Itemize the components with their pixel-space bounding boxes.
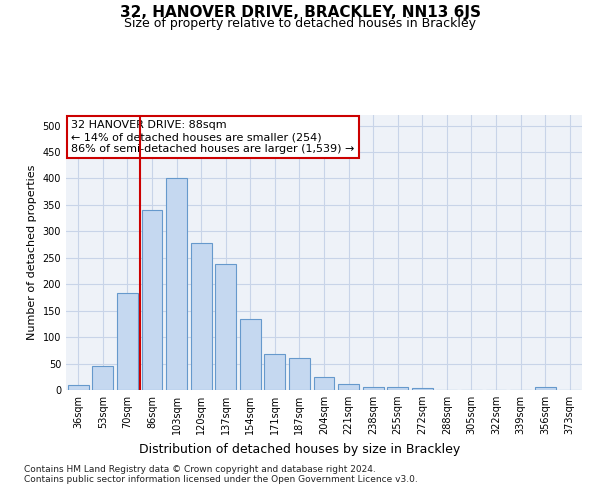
- Bar: [92, 366, 113, 390]
- Bar: [265, 354, 286, 390]
- Bar: [535, 388, 556, 390]
- Bar: [215, 264, 236, 390]
- Bar: [166, 178, 187, 390]
- Y-axis label: Number of detached properties: Number of detached properties: [27, 165, 37, 340]
- Text: Distribution of detached houses by size in Brackley: Distribution of detached houses by size …: [139, 442, 461, 456]
- Bar: [142, 210, 163, 390]
- Bar: [289, 358, 310, 390]
- Bar: [387, 388, 408, 390]
- Bar: [117, 293, 138, 390]
- Bar: [191, 243, 212, 390]
- Bar: [68, 384, 89, 390]
- Bar: [362, 387, 383, 390]
- Bar: [338, 384, 359, 390]
- Text: Contains HM Land Registry data © Crown copyright and database right 2024.
Contai: Contains HM Land Registry data © Crown c…: [24, 465, 418, 484]
- Text: 32 HANOVER DRIVE: 88sqm
← 14% of detached houses are smaller (254)
86% of semi-d: 32 HANOVER DRIVE: 88sqm ← 14% of detache…: [71, 120, 355, 154]
- Text: 32, HANOVER DRIVE, BRACKLEY, NN13 6JS: 32, HANOVER DRIVE, BRACKLEY, NN13 6JS: [119, 5, 481, 20]
- Text: Size of property relative to detached houses in Brackley: Size of property relative to detached ho…: [124, 18, 476, 30]
- Bar: [412, 388, 433, 390]
- Bar: [240, 318, 261, 390]
- Bar: [314, 377, 334, 390]
